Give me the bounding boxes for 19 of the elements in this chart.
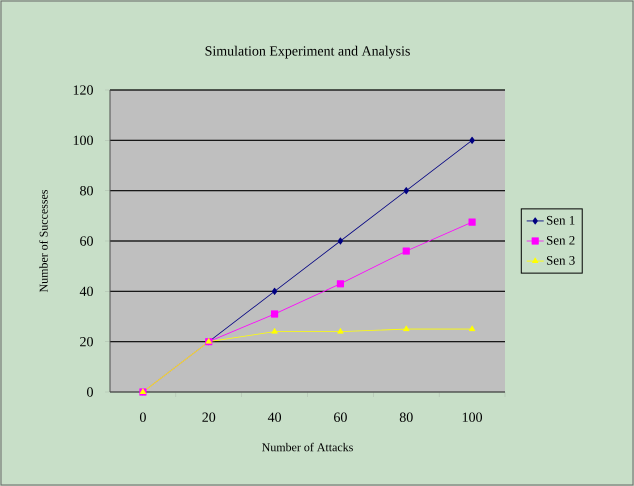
x-tick-label: 40 bbox=[268, 412, 282, 422]
chart-title: Simulation Experiment and Analysis bbox=[206, 46, 410, 59]
x-tick-label: 60 bbox=[334, 412, 347, 422]
y-tick-label: 0 bbox=[87, 387, 93, 397]
y-tick-label: 100 bbox=[74, 136, 93, 146]
x-tick-label: 100 bbox=[462, 412, 482, 422]
x-tick-label: 0 bbox=[140, 412, 146, 422]
y-tick-label: 80 bbox=[80, 186, 93, 196]
y-axis-title: Number of Successes bbox=[39, 190, 48, 292]
x-tick-label: 20 bbox=[202, 412, 216, 422]
y-tick-label: 60 bbox=[80, 236, 93, 246]
y-tick-label: 120 bbox=[74, 85, 93, 95]
x-tick-label: 80 bbox=[400, 412, 413, 422]
y-tick-label: 40 bbox=[80, 286, 93, 296]
y-tick-label: 20 bbox=[80, 336, 93, 346]
x-axis-title: Number of Attacks bbox=[262, 442, 353, 452]
legend-label: Sen 3 bbox=[546, 256, 575, 265]
legend-label: Sen 1 bbox=[546, 216, 574, 225]
legend-label: Sen 2 bbox=[546, 236, 575, 245]
